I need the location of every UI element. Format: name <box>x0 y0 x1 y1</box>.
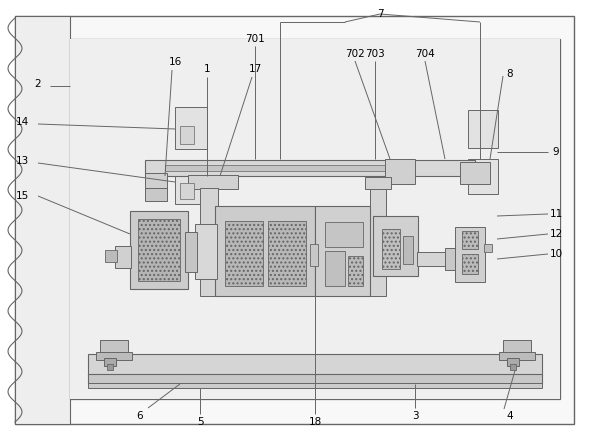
Bar <box>70 39 560 399</box>
Text: 12: 12 <box>550 229 562 239</box>
Bar <box>180 183 194 199</box>
Text: 1: 1 <box>204 64 210 74</box>
Bar <box>417 252 447 266</box>
Bar <box>499 352 535 360</box>
Text: 6: 6 <box>137 411 143 421</box>
Text: 3: 3 <box>412 411 418 421</box>
Bar <box>325 222 363 247</box>
Bar <box>138 219 180 281</box>
Bar <box>107 364 113 370</box>
Bar <box>145 188 167 201</box>
Bar <box>175 164 207 204</box>
Bar <box>185 232 197 272</box>
Text: 703: 703 <box>365 49 385 59</box>
Text: 14: 14 <box>15 117 29 127</box>
Bar <box>268 221 306 286</box>
Bar <box>468 110 498 148</box>
Bar <box>455 227 485 282</box>
Bar <box>507 358 519 366</box>
Text: 7: 7 <box>377 9 383 19</box>
Bar <box>225 221 263 286</box>
Bar <box>70 39 560 399</box>
Text: 18: 18 <box>309 417 322 427</box>
Text: 10: 10 <box>550 249 562 259</box>
Bar <box>96 352 132 360</box>
Bar <box>104 358 116 366</box>
Text: 2: 2 <box>35 79 41 89</box>
Bar <box>100 340 128 354</box>
Bar <box>180 126 194 144</box>
Bar <box>445 248 455 270</box>
Bar <box>200 188 218 296</box>
Bar <box>385 159 415 184</box>
Bar <box>188 175 238 189</box>
Bar <box>373 216 418 276</box>
Bar <box>175 107 207 149</box>
Bar <box>325 251 345 286</box>
Bar <box>115 246 131 268</box>
Bar <box>365 177 391 189</box>
Bar <box>310 244 318 266</box>
Bar <box>348 256 363 286</box>
Text: 11: 11 <box>550 209 562 219</box>
Text: 15: 15 <box>15 191 29 201</box>
Bar <box>215 206 315 296</box>
Text: 5: 5 <box>197 417 203 427</box>
Bar <box>145 160 475 176</box>
Text: 4: 4 <box>507 411 513 421</box>
Bar <box>15 16 70 424</box>
Bar <box>105 250 117 262</box>
Text: 13: 13 <box>15 156 29 166</box>
Bar <box>88 374 542 384</box>
Bar <box>130 211 188 289</box>
Bar <box>510 364 516 370</box>
Bar <box>195 224 217 279</box>
Text: 702: 702 <box>345 49 365 59</box>
Bar <box>165 165 395 171</box>
Bar <box>403 236 413 264</box>
Bar <box>88 383 542 388</box>
Text: 704: 704 <box>415 49 435 59</box>
Bar <box>484 244 492 252</box>
Bar <box>88 354 542 376</box>
Bar <box>145 173 167 189</box>
Text: 8: 8 <box>507 69 513 79</box>
Text: 17: 17 <box>249 64 262 74</box>
Bar <box>462 254 478 274</box>
Bar <box>503 340 531 354</box>
Bar <box>382 229 400 269</box>
Bar <box>462 231 478 249</box>
Text: 701: 701 <box>245 34 265 44</box>
Bar <box>370 176 386 296</box>
Bar <box>460 162 490 184</box>
Bar <box>315 206 370 296</box>
Bar <box>468 159 498 194</box>
Text: 9: 9 <box>552 147 560 157</box>
Text: 16: 16 <box>168 57 181 67</box>
